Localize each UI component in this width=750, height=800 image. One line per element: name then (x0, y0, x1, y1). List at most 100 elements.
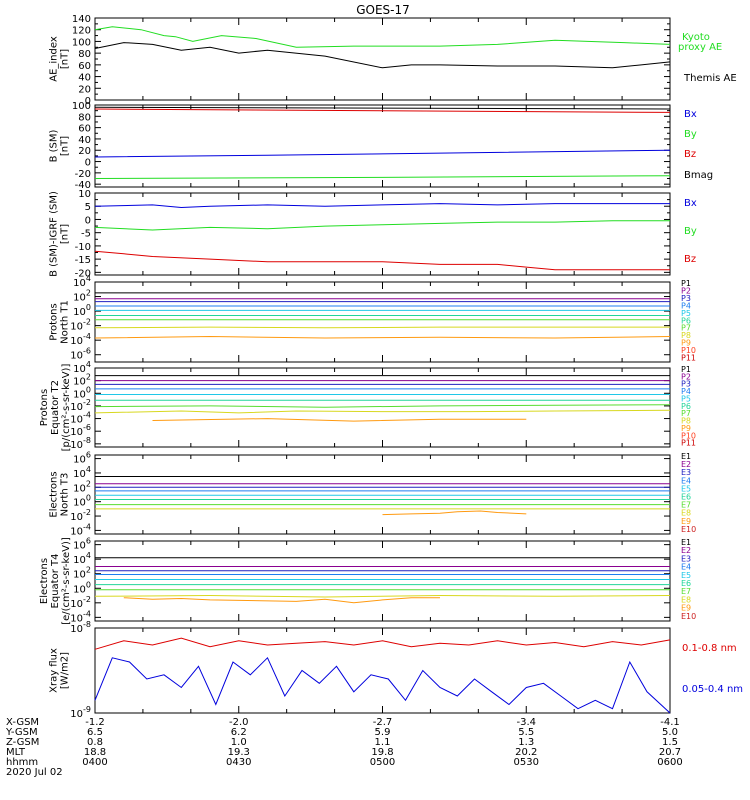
figure-title: GOES-17 (356, 3, 410, 17)
tick-xgsm: -4.1 (660, 717, 680, 728)
ytick-label: 10-2 (70, 595, 91, 610)
ytick-label: 10-4 (70, 332, 91, 347)
panel-frame (94, 17, 671, 101)
ytick-label: 104 (73, 551, 91, 566)
series-bx (94, 203, 670, 209)
legend-e4: E4 (681, 563, 691, 572)
panel-frame (94, 281, 671, 363)
ytick-label: 40 (78, 73, 91, 84)
ytick-label: 100 (73, 385, 91, 400)
tick-hhmm: 0430 (226, 757, 251, 768)
legend-e9: E9 (681, 604, 691, 613)
ytick-label: 102 (73, 289, 91, 304)
tick-ygsm: 6.2 (231, 727, 247, 738)
ytick-label: 140 (72, 14, 91, 25)
ytick-label: 100 (73, 494, 91, 509)
legend-e6: E6 (681, 493, 691, 502)
legend-p5: P5 (681, 394, 691, 403)
y-axis-label: B (SM) (49, 129, 60, 162)
ytick-label: -5 (81, 229, 91, 240)
legend-p8: P8 (681, 331, 691, 340)
legend-e10: E10 (681, 612, 696, 621)
ytick-label: 0 (85, 158, 91, 169)
ytick-label: -10 (75, 242, 91, 253)
legend-p4: P4 (681, 301, 691, 310)
series-p8 (94, 409, 671, 414)
ytick-label: 102 (73, 566, 91, 581)
legend-p9: P9 (681, 339, 691, 348)
ytick-label: 104 (73, 360, 91, 375)
tick-mlt: 20.7 (659, 747, 681, 758)
ytick-label: 102 (73, 373, 91, 388)
ytick-label: -40 (75, 180, 91, 191)
ytick-label: 10-2 (70, 398, 91, 413)
series-kyoto-proxy-ae (94, 26, 671, 48)
row-label: X-GSM (6, 717, 39, 728)
tick-hhmm: 0530 (514, 757, 539, 768)
legend-p6: P6 (681, 316, 691, 325)
tick-xgsm: -1.2 (85, 717, 105, 728)
tick-hhmm: 0400 (82, 757, 107, 768)
legend-by: By (684, 129, 697, 140)
ytick-label: 80 (78, 49, 91, 60)
ytick-label: 10-4 (70, 522, 91, 537)
y-axis-label: [e/(cm²-s-sr-keV)] (61, 537, 72, 625)
panel-frame (94, 540, 671, 622)
series-bz (94, 108, 671, 113)
tick-zgsm: 1.0 (231, 737, 247, 748)
legend-p9: P9 (681, 424, 691, 433)
tick-ygsm: 5.5 (518, 727, 534, 738)
ytick-label: 100 (73, 303, 91, 318)
tick-zgsm: 0.8 (87, 737, 103, 748)
ytick-label: 10-4 (70, 609, 91, 624)
legend-by: By (684, 226, 697, 237)
legend-xray-long: 0.1-0.8 nm (682, 643, 737, 654)
legend-e5: E5 (681, 571, 691, 580)
series-p8 (94, 326, 670, 329)
legend-p1: P1 (681, 365, 691, 374)
date-label: 2020 Jul 02 (6, 767, 63, 778)
legend-p1: P1 (681, 279, 691, 288)
legend-p3: P3 (681, 380, 691, 389)
legend-p11: P11 (681, 439, 696, 448)
legend-bz: Bz (684, 254, 696, 265)
legend-p7: P7 (681, 409, 691, 418)
row-label: Z-GSM (6, 737, 39, 748)
y-axis-label: [p/(cm²-s-sr-keV)] (61, 364, 72, 452)
legend-proxy-ae: proxy AE (678, 42, 722, 53)
tick-zgsm: 1.5 (662, 737, 678, 748)
legend-e9: E9 (681, 517, 691, 526)
ytick-label: 10-9 (70, 705, 91, 720)
y-axis-label: Equator T2 (50, 380, 61, 435)
ytick-label: 100 (72, 101, 91, 112)
ytick-label: 80 (78, 112, 91, 123)
legend-e8: E8 (681, 595, 691, 604)
ytick-label: 10-6 (70, 347, 91, 362)
legend-bx: Bx (684, 198, 697, 209)
tick-zgsm: 1.3 (518, 737, 534, 748)
tick-xgsm: -3.4 (516, 717, 536, 728)
y-axis-label: Xray flux (49, 648, 60, 693)
tick-xgsm: -2.7 (373, 717, 393, 728)
y-axis-label: [nT] (60, 224, 71, 244)
row-label: Y-GSM (5, 727, 38, 738)
ytick-label: 10 (78, 189, 91, 200)
legend-e6: E6 (681, 579, 691, 588)
legend-p5: P5 (681, 309, 691, 318)
tick-mlt: 20.2 (515, 747, 537, 758)
series-p7 (94, 404, 671, 408)
ytick-label: 100 (73, 580, 91, 595)
series-bx (94, 149, 671, 158)
ytick-label: 60 (78, 124, 91, 135)
legend-p7: P7 (681, 324, 691, 333)
y-axis-label: North T3 (60, 473, 71, 517)
y-axis-label: Protons (49, 303, 60, 340)
legend-themis-ae: Themis AE (683, 73, 737, 84)
ytick-label: 10-4 (70, 411, 91, 426)
tick-ygsm: 5.9 (375, 727, 391, 738)
legend-p10: P10 (681, 431, 696, 440)
ytick-label: 10-8 (70, 436, 91, 451)
